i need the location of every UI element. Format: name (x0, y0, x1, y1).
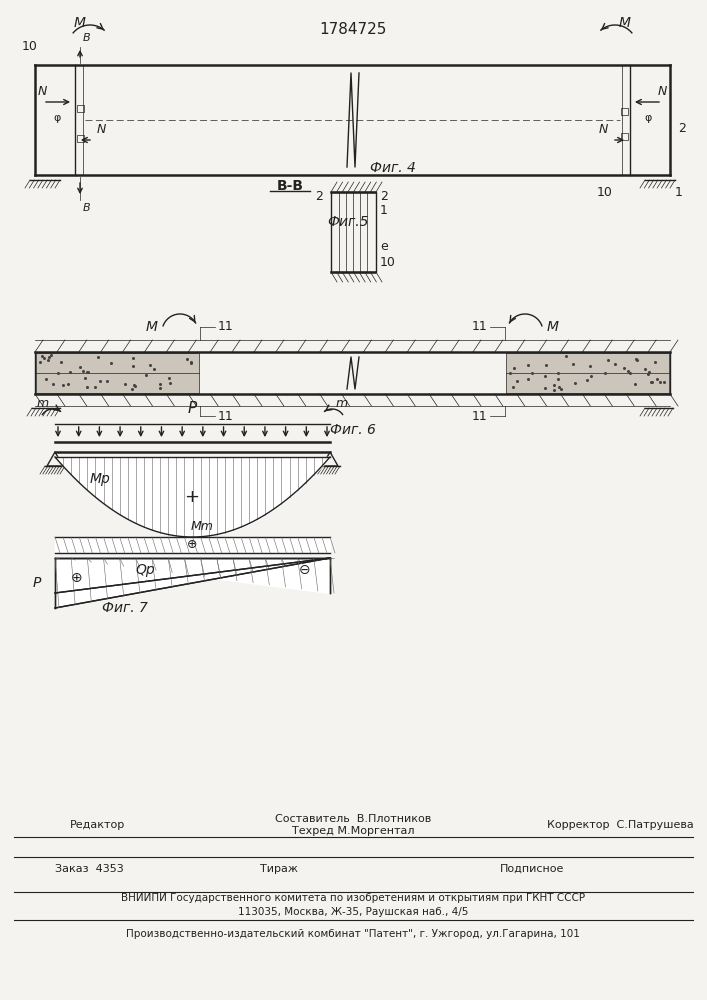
Text: φ: φ (53, 113, 61, 123)
Text: 11: 11 (218, 320, 234, 334)
Text: Производственно-издательский комбинат "Патент", г. Ужгород, ул.Гагарина, 101: Производственно-издательский комбинат "П… (126, 929, 580, 939)
Text: P: P (33, 576, 41, 590)
Text: Подписное: Подписное (500, 864, 564, 874)
Polygon shape (55, 558, 330, 593)
Text: Мm: Мm (191, 520, 214, 533)
Text: 1: 1 (380, 204, 388, 217)
Text: Мр: Мр (90, 472, 110, 486)
Text: ⊕: ⊕ (71, 571, 83, 585)
Text: 11: 11 (472, 410, 487, 422)
Bar (621, 133, 628, 140)
Bar (36, 353, 199, 393)
Bar (506, 353, 669, 393)
Text: B: B (83, 33, 90, 43)
Text: Корректор  С.Патрушева: Корректор С.Патрушева (547, 820, 694, 830)
Text: В-В: В-В (276, 179, 303, 193)
Text: e: e (380, 240, 387, 253)
Text: Фиг. 7: Фиг. 7 (102, 601, 148, 615)
Text: 2: 2 (315, 190, 323, 204)
Text: ВНИИПИ Государственного комитета по изобретениям и открытиям при ГКНТ СССР: ВНИИПИ Государственного комитета по изоб… (121, 893, 585, 903)
Text: 10: 10 (22, 40, 38, 53)
Text: Фиг. 4: Фиг. 4 (370, 161, 416, 175)
Text: N: N (97, 123, 106, 136)
Text: 2: 2 (380, 190, 388, 204)
Text: Составитель  В.Плотников: Составитель В.Плотников (275, 814, 431, 824)
Text: +: + (185, 488, 199, 506)
Text: M: M (547, 320, 559, 334)
Text: Фиг. 6: Фиг. 6 (330, 423, 376, 437)
Text: N: N (658, 85, 667, 98)
Text: N: N (599, 123, 608, 136)
Text: 1: 1 (675, 186, 683, 200)
Text: M: M (146, 320, 158, 334)
Text: 113035, Москва, Ж-35, Раушская наб., 4/5: 113035, Москва, Ж-35, Раушская наб., 4/5 (238, 907, 468, 917)
Text: B: B (83, 203, 90, 213)
Bar (77, 135, 84, 142)
Polygon shape (55, 558, 330, 608)
Bar (621, 108, 628, 115)
Bar (331, 192, 376, 272)
Text: Заказ  4353: Заказ 4353 (55, 864, 124, 874)
Text: 2: 2 (678, 121, 686, 134)
Text: Редактор: Редактор (70, 820, 125, 830)
Text: M: M (74, 16, 86, 30)
Text: ⊕: ⊕ (187, 538, 197, 552)
Text: 1784725: 1784725 (320, 22, 387, 37)
Text: ⊖: ⊖ (299, 563, 311, 577)
Text: N: N (38, 85, 47, 98)
Bar (77, 105, 84, 112)
Text: 11: 11 (472, 320, 487, 334)
Text: Техред М.Моргентал: Техред М.Моргентал (292, 826, 414, 836)
Text: P: P (188, 401, 197, 416)
Text: 11: 11 (218, 410, 234, 422)
Text: 10: 10 (380, 255, 396, 268)
Text: Фиг.5: Фиг.5 (327, 215, 369, 229)
Text: m: m (37, 397, 49, 410)
Text: Тираж: Тираж (260, 864, 298, 874)
Text: 10: 10 (597, 186, 613, 200)
Text: Qр: Qр (135, 563, 155, 577)
Text: φ: φ (644, 113, 652, 123)
Text: m: m (336, 397, 348, 410)
Text: M: M (619, 16, 631, 30)
